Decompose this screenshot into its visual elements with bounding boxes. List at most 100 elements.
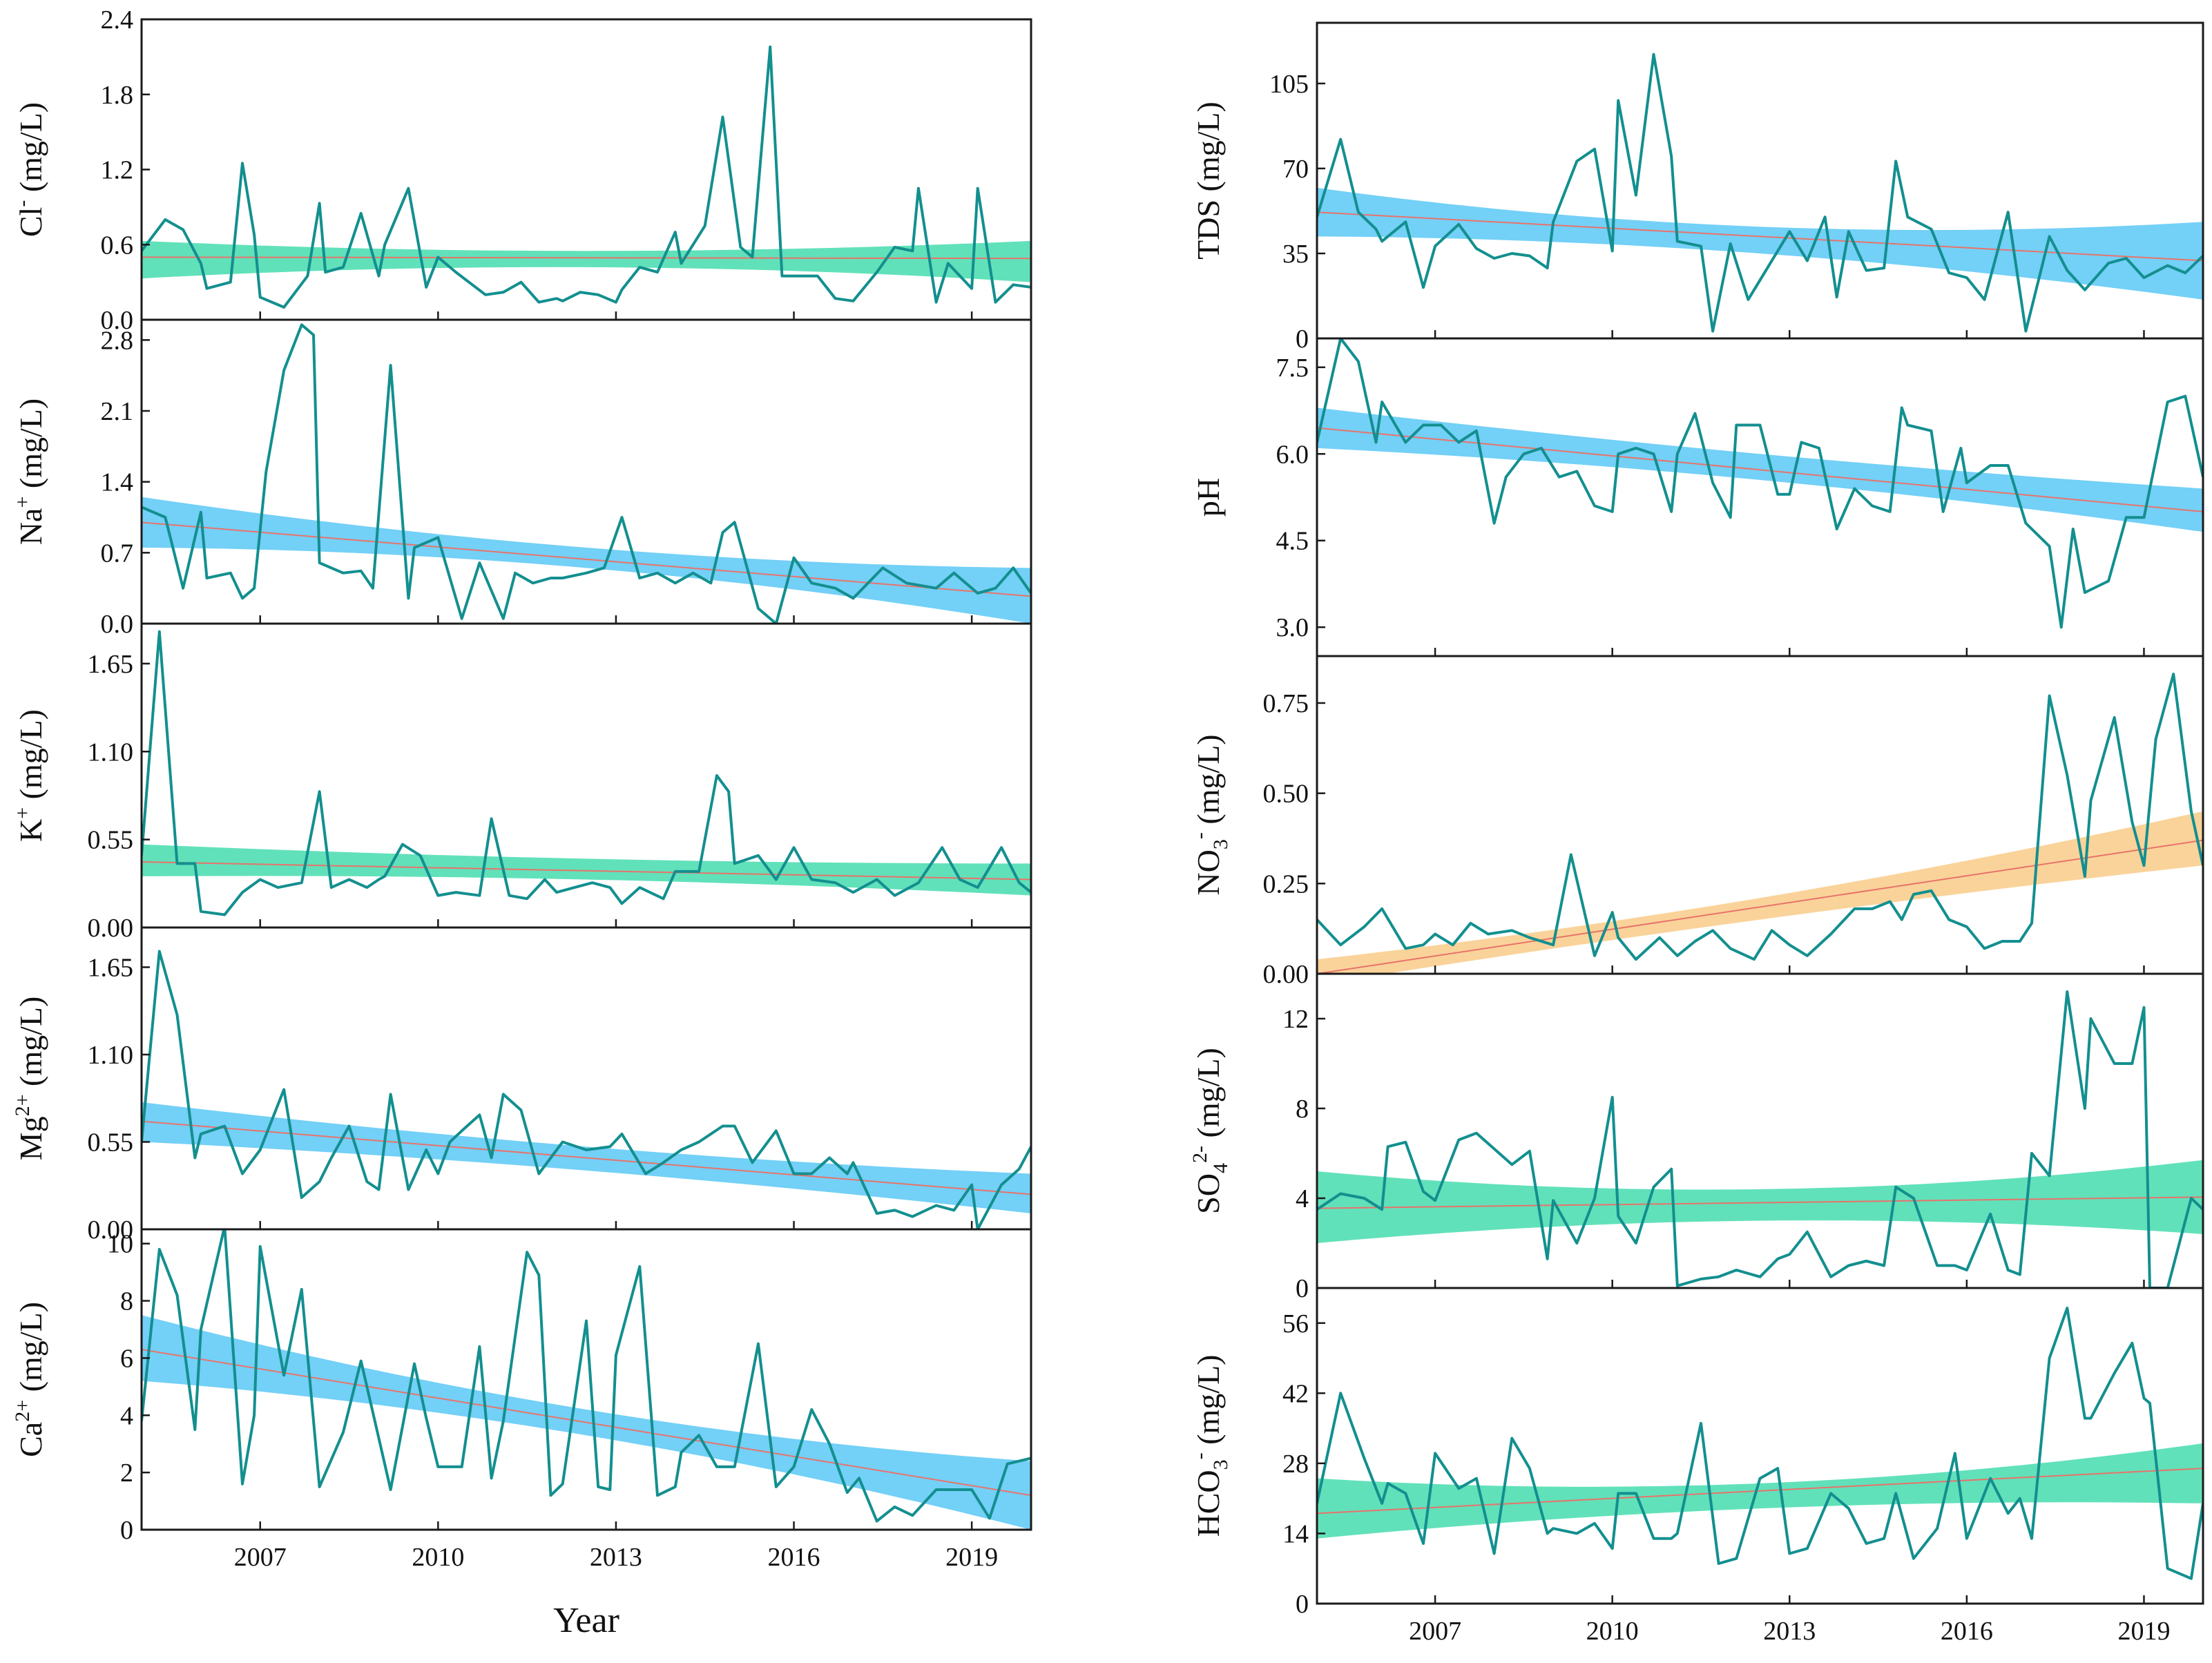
y-tick-label-so4: 8 — [1296, 1095, 1309, 1124]
y-tick-label-ca: 4 — [120, 1401, 133, 1430]
series-line-so4 — [1317, 990, 2203, 1288]
y-tick-label-tds: 70 — [1282, 155, 1309, 184]
y-axis-label-part: NO — [1191, 849, 1226, 895]
y-axis-label-part: 4 — [1209, 1163, 1232, 1173]
trend-line-mg — [142, 1120, 1031, 1195]
trend-line-tds — [1317, 211, 2203, 262]
y-tick-label-ca: 0 — [120, 1516, 133, 1545]
confidence-band-cl — [142, 240, 1031, 282]
panel-cl: 0.0 0.6 1.2 1.8 2.4 Cl- (mg/L) — [11, 6, 1032, 335]
y-tick-label-cl: 0.6 — [101, 231, 134, 260]
y-tick-label-ca: 10 — [107, 1230, 133, 1259]
y-tick-label-hco3: 56 — [1282, 1309, 1309, 1338]
y-axis-label-part: (mg/L) — [13, 1302, 48, 1400]
x-tick-label-hco3: 2013 — [1763, 1617, 1816, 1646]
y-tick-label-mg: 1.65 — [88, 954, 134, 983]
confidence-band-no3 — [1317, 811, 2203, 974]
y-axis-label-part: - — [1189, 832, 1211, 839]
x-tick-label-hco3: 2019 — [2117, 1617, 2170, 1646]
y-axis-label-part: K — [13, 819, 48, 842]
y-tick-label-ph: 7.5 — [1276, 354, 1309, 383]
y-axis-label-mg: Mg2+ (mg/L) — [11, 997, 48, 1161]
series-line-na — [142, 323, 1031, 624]
y-tick-label-na: 0.0 — [101, 610, 134, 639]
y-axis-label-part: + — [11, 497, 34, 508]
y-tick-label-na: 2.8 — [101, 326, 134, 355]
y-axis-label-part: 2+ — [11, 1400, 34, 1422]
plot-frame-so4 — [1316, 972, 2204, 1289]
panel-k: 0.00 0.55 1.10 1.65 K+ (mg/L) — [11, 622, 1032, 943]
y-tick-label-so4: 4 — [1296, 1184, 1309, 1213]
panel-ph: 3.0 4.5 6.0 7.5 pH — [1191, 337, 2204, 657]
y-tick-label-mg: 0.55 — [88, 1128, 134, 1157]
x-tick-label-hco3: 2007 — [1409, 1617, 1461, 1646]
y-tick-label-na: 2.1 — [101, 397, 134, 426]
y-axis-label-part: HCO — [1191, 1470, 1226, 1537]
trend-line-cl — [142, 256, 1031, 260]
panel-tds: 0 35 70 105 TDS (mg/L) — [1191, 21, 2204, 354]
y-tick-label-tds: 0 — [1296, 325, 1309, 354]
confidence-band-tds — [1317, 188, 2203, 300]
y-tick-label-hco3: 42 — [1282, 1379, 1309, 1408]
confidence-band-k — [142, 844, 1031, 896]
y-tick-label-k: 0.55 — [88, 826, 134, 855]
y-axis-label-part: - — [11, 200, 34, 207]
trend-line-hco3 — [1317, 1468, 2203, 1515]
y-axis-label-so4: SO42- (mg/L) — [1189, 1048, 1232, 1214]
y-tick-label-hco3: 14 — [1282, 1519, 1309, 1548]
y-tick-label-no3: 0.00 — [1263, 960, 1309, 989]
y-tick-label-cl: 2.4 — [101, 6, 134, 35]
y-tick-label-ca: 8 — [120, 1287, 133, 1316]
y-tick-label-ph: 6.0 — [1276, 440, 1309, 469]
y-tick-label-tds: 35 — [1282, 240, 1309, 269]
y-tick-label-k: 1.10 — [88, 738, 134, 767]
y-tick-label-no3: 0.50 — [1263, 780, 1309, 809]
y-tick-label-k: 1.65 — [88, 650, 134, 679]
plot-frame-hco3 — [1316, 1287, 2204, 1605]
y-tick-label-cl: 1.2 — [101, 156, 134, 185]
y-tick-label-na: 0.7 — [101, 539, 134, 568]
y-axis-label-part: Ca — [13, 1422, 48, 1457]
y-tick-label-ca: 2 — [120, 1459, 133, 1488]
series-line-k — [142, 630, 1031, 916]
y-tick-label-no3: 0.25 — [1263, 869, 1309, 898]
y-axis-label-part: 2+ — [11, 1094, 34, 1116]
y-axis-label-part: (mg/L) — [1191, 1355, 1226, 1453]
y-axis-label-part: + — [11, 807, 34, 819]
y-tick-label-so4: 0 — [1296, 1274, 1309, 1303]
y-axis-label-part: (mg/L) — [13, 102, 48, 200]
series-line-no3 — [1317, 673, 2203, 961]
y-axis-label-no3: NO3- (mg/L) — [1189, 734, 1232, 895]
x-tick-label-hco3: 2010 — [1586, 1617, 1639, 1646]
x-tick-label-ca: 2010 — [412, 1543, 464, 1572]
y-tick-label-hco3: 28 — [1282, 1450, 1309, 1479]
x-tick-label-ca: 2019 — [945, 1543, 998, 1572]
y-tick-label-mg: 0.00 — [88, 1215, 134, 1244]
x-tick-label-ca: 2016 — [768, 1543, 820, 1572]
y-axis-label-cl: Cl- (mg/L) — [11, 102, 48, 237]
y-axis-label-ph: pH — [1191, 478, 1226, 517]
y-axis-label-part: (mg/L) — [1191, 1048, 1226, 1146]
y-tick-label-k: 0.00 — [88, 914, 134, 943]
panel-hco3: 0 14 28 42 56 2007 2010 2013 2016 2019 HCO3- (mg/L… — [1189, 1287, 2204, 1646]
y-tick-label-ph: 3.0 — [1276, 613, 1309, 642]
series-line-hco3 — [1317, 1307, 2203, 1580]
series-line-ph — [1317, 338, 2203, 629]
trend-line-ph — [1317, 427, 2203, 512]
x-axis-label-left: Year — [553, 1601, 619, 1640]
y-tick-label-ca: 6 — [120, 1344, 133, 1373]
y-axis-label-part: 3 — [1209, 839, 1232, 849]
y-axis-label-part: (mg/L) — [13, 398, 48, 497]
y-axis-label-part: TDS (mg/L) — [1191, 102, 1226, 260]
y-tick-label-mg: 1.10 — [88, 1041, 134, 1070]
y-axis-label-part: SO — [1191, 1173, 1226, 1214]
y-tick-label-cl: 1.8 — [101, 81, 134, 110]
plot-frame-ca — [140, 1228, 1032, 1531]
y-tick-label-no3: 0.75 — [1263, 689, 1309, 718]
y-axis-label-ca: Ca2+ (mg/L) — [11, 1302, 48, 1457]
y-axis-label-part: (mg/L) — [13, 997, 48, 1095]
y-axis-label-part: Cl — [13, 207, 48, 237]
trend-line-k — [142, 861, 1031, 881]
